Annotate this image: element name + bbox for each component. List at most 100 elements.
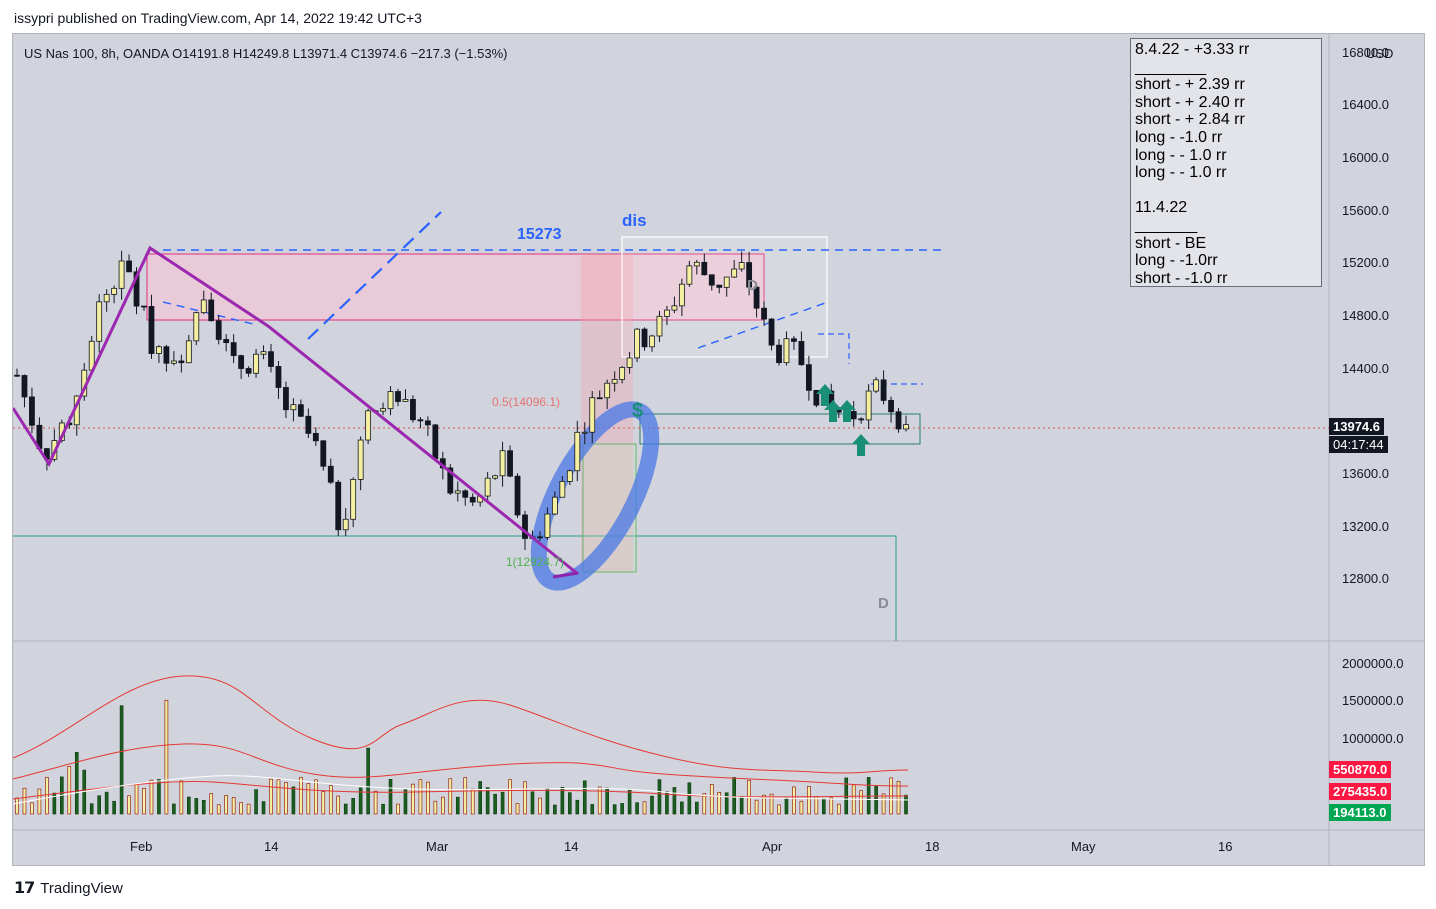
candle-body [514,475,521,516]
candle-body [357,439,364,480]
candle-body [888,399,894,413]
currency-label: USD [1366,46,1394,61]
candle-body [462,490,469,498]
volume-bar [620,803,624,815]
volume-bar [702,793,707,815]
vol-upper-tag: 550870.0 [1329,761,1392,778]
volume-bar [724,792,729,815]
candle-body [148,306,155,354]
volume-bar [709,784,714,815]
trade-notes-box[interactable]: 8.4.22 - +3.33 rr ________ short - + 2.39 … [1130,38,1322,287]
volume-bar [612,804,617,815]
volume-bar [127,795,131,815]
note-line: short - + 2.84 rr [1135,111,1245,129]
fib-mid-label: 0.5(14096.1) [492,395,561,409]
fib-low-label: 1(12924.7) [506,555,565,569]
note-line: short - + 2.40 rr [1135,93,1245,111]
volume-bar [739,796,744,815]
volume-bar [672,787,677,815]
note-line: ________ [1135,58,1207,76]
trendline-dashed [307,211,442,340]
candle-body [193,312,200,342]
candle-body [469,496,476,503]
candle-body [141,305,147,308]
candle-body [708,274,715,286]
candle-body [111,287,118,295]
candle-body [365,410,372,441]
candle-body [14,374,20,377]
candle-body [783,338,790,364]
price-tick-label: 12800.0 [1342,571,1389,587]
volume-bar [157,779,161,815]
candle-body [410,399,416,421]
swing-arrow-line [552,571,579,579]
time-tick-label: 14 [564,839,579,854]
candle-body [260,351,267,355]
volume-bar [45,777,49,815]
dollar-label: $ [632,400,644,422]
candle-body [649,335,655,348]
volume-bar [328,785,333,815]
candle-body [559,481,566,498]
candle-body [447,467,454,494]
candle-body [499,450,506,477]
volume-bar [822,798,826,815]
volume-bar [590,804,595,815]
volume-bar [164,699,169,815]
price-tick-label: 15600.0 [1342,202,1389,218]
volume-bar [336,795,341,815]
candle-body [484,477,491,497]
volume-bar [276,779,281,815]
volume-bar [149,779,154,815]
chart-canvas[interactable] [13,34,1424,865]
candle-body [693,261,700,267]
volume-bar [463,777,468,815]
candle-body [208,299,215,322]
time-tick-label: Mar [426,839,449,854]
candle-body [387,391,394,410]
volume-bar [104,791,109,815]
candle-body [230,342,237,357]
dis-label: dis [622,211,647,230]
volume-bar [493,793,497,815]
candle-body [290,404,297,411]
candle-body [723,276,730,288]
candle-body [589,397,596,433]
volume-bar [642,801,647,815]
volume-bar [754,799,759,815]
candle-body [701,261,708,276]
time-tick-label: Feb [130,839,153,854]
volume-bar [411,783,415,815]
neckline-dashed [697,301,829,349]
volume-bar [201,800,206,815]
candle-body [798,341,805,366]
d-label-lower: D [878,595,889,612]
candle-body [664,309,670,317]
note-line: long - -1.0 rr [1135,128,1223,146]
lower-zone-line [13,535,897,641]
candle-body [268,351,274,367]
level-label: 15273 [517,226,562,243]
volume-bar [239,802,243,815]
volume-bar [635,802,639,815]
volume-bar [112,800,116,815]
note-line: long - -1.0rr [1135,252,1218,270]
candle-body [686,265,693,285]
candle-body [873,379,880,392]
volume-bar [582,780,587,815]
candle-body [566,470,573,482]
volume-bar [134,783,139,815]
vol-mid-tag: 275435.0 [1329,783,1392,800]
price-tick-label: 16800.0 [1342,44,1389,60]
volume-bar [52,792,57,815]
price-tick-label: 16000.0 [1342,149,1389,165]
volume-bar [97,795,101,815]
arrow-up-icon [824,400,842,422]
volume-bar [836,803,841,815]
footer-brand[interactable]: 𝟭𝟳 TradingView [14,878,123,898]
time-tick-label: May [1071,839,1096,854]
price-tick-label: 14800.0 [1342,307,1389,323]
volume-bar [216,804,221,815]
volume-tick-label: 1000000.0 [1342,730,1404,746]
volume-bar [142,787,146,815]
